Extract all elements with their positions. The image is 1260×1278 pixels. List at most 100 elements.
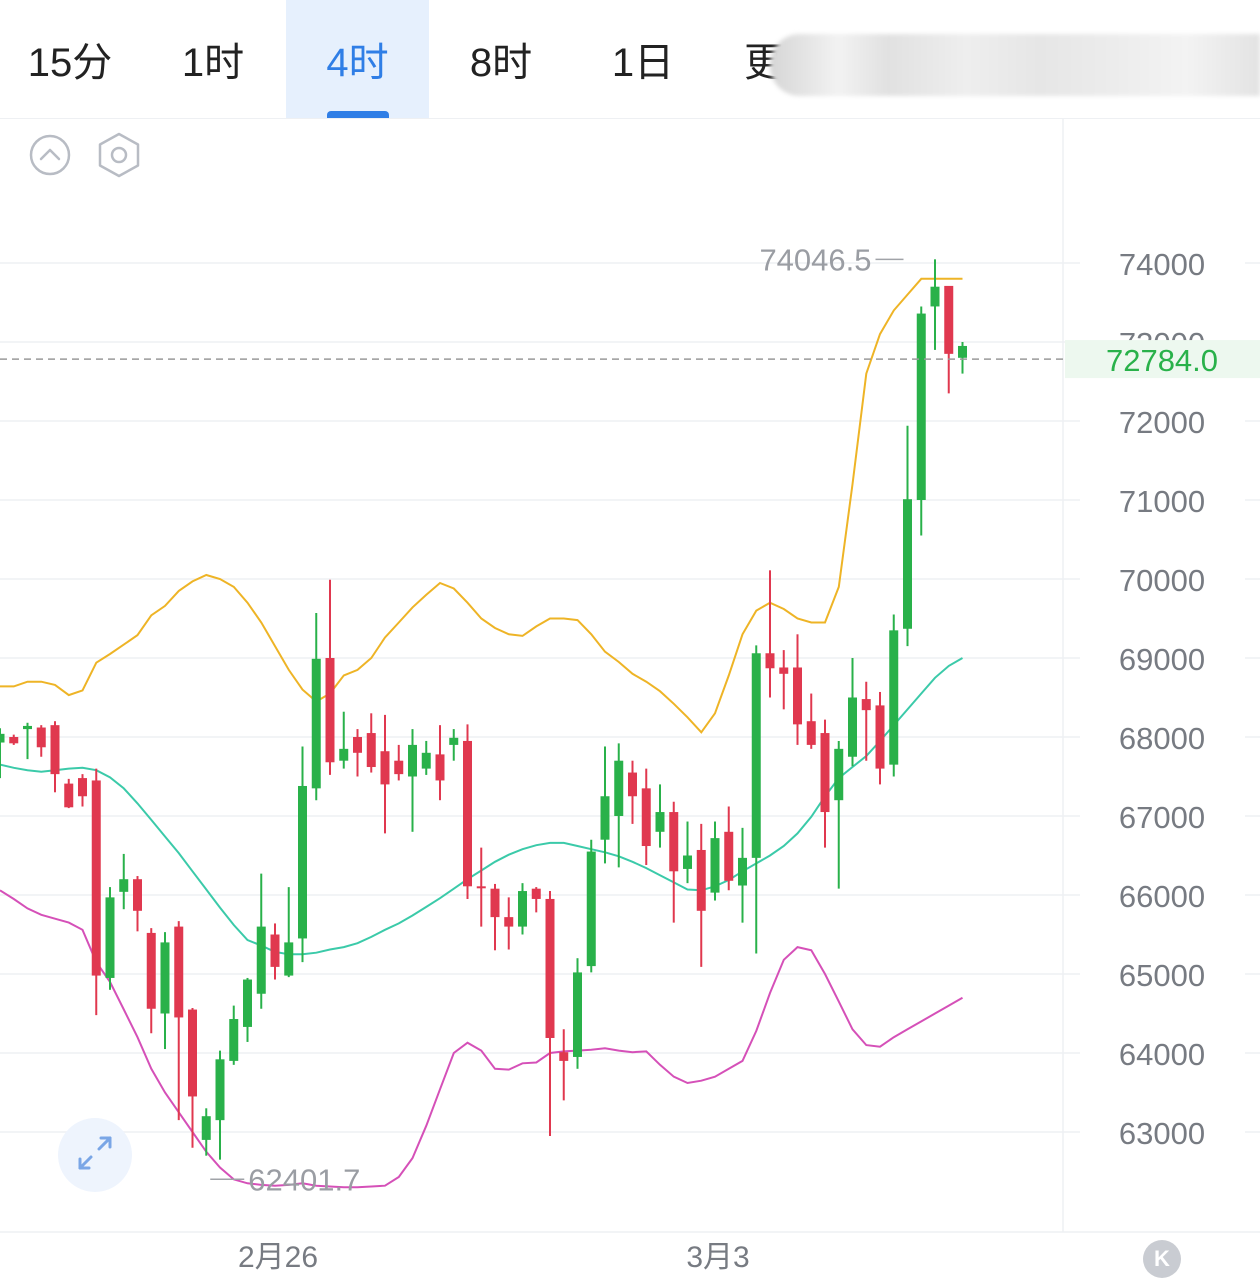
candle [848, 658, 857, 767]
price-tick-label: 64000 [1119, 1037, 1205, 1072]
candle-body [889, 630, 899, 765]
hexagon-gear-icon[interactable] [96, 131, 142, 184]
upper-band-line [0, 277, 963, 734]
candle-body [119, 879, 129, 892]
candle [78, 774, 87, 807]
candle [903, 425, 912, 647]
tab-label: 8时 [469, 41, 533, 85]
candle [174, 921, 184, 1121]
lower-band-line [0, 889, 963, 1189]
candle [545, 891, 555, 1136]
candle [504, 897, 514, 950]
candle [215, 1050, 225, 1160]
candle-body [188, 1009, 197, 1097]
price-tick-label: 65000 [1119, 958, 1205, 993]
candle [353, 729, 362, 777]
kline-chart-area[interactable]: 63000 64000 65000 66000 67000 68000 69000 70000… [0, 118, 1260, 1275]
interval-tab-bar: 15分 1时 4时 8时 1日 更 [0, 0, 1260, 119]
candle-body [23, 725, 32, 730]
tab-1day[interactable]: 1日 [572, 0, 714, 118]
candle [0, 728, 5, 779]
candle [531, 887, 541, 913]
candle-body [270, 934, 280, 967]
candle-body [559, 1052, 569, 1061]
candle-body [765, 653, 775, 669]
candle [875, 691, 885, 785]
candle-body [669, 812, 679, 872]
candlesticks [0, 259, 967, 1160]
candle-body [738, 857, 747, 886]
candle-body [408, 744, 417, 777]
tab-8hour[interactable]: 8时 [430, 0, 572, 118]
candle [243, 977, 252, 1042]
candle [641, 768, 651, 865]
candle-body [201, 1116, 211, 1140]
candle [408, 729, 417, 832]
candle [573, 958, 582, 1069]
candle-body [614, 760, 624, 816]
chevron-up-circle-icon[interactable] [28, 133, 72, 182]
candle [600, 746, 610, 864]
candle [793, 634, 802, 745]
candle-body [380, 751, 390, 785]
candle-body [78, 778, 87, 797]
candle [380, 714, 390, 834]
candle-body [848, 697, 857, 757]
tab-1hour[interactable]: 1时 [142, 0, 284, 118]
grid-lines [0, 118, 1260, 1233]
candle-body [366, 733, 376, 768]
candle-body [229, 1019, 239, 1061]
candle [889, 614, 899, 777]
candle-body [50, 725, 60, 775]
candle [229, 1005, 239, 1065]
candle-body [421, 752, 431, 769]
candle-body [174, 926, 184, 1018]
candle-body [641, 788, 651, 847]
candle-body [724, 831, 734, 881]
candle [930, 259, 940, 350]
tab-label: 1日 [611, 41, 675, 85]
price-tick-label: 70000 [1119, 563, 1205, 598]
candle [834, 740, 844, 889]
candle-body [504, 917, 514, 927]
candle-body [779, 667, 789, 674]
candle-body [160, 942, 170, 1014]
candle [820, 719, 830, 848]
candle-body [490, 888, 500, 918]
candle [696, 823, 706, 967]
candle [738, 827, 747, 923]
candle [188, 1007, 197, 1148]
tab-15min[interactable]: 15分 [0, 0, 140, 118]
candle [23, 722, 32, 760]
tab-4hour[interactable]: 4时 [286, 0, 429, 118]
candle [683, 821, 692, 884]
candle [201, 1108, 211, 1156]
candle [916, 306, 926, 536]
candle-body [683, 855, 692, 869]
candle [298, 746, 307, 963]
candle [311, 612, 321, 801]
candle-body [930, 286, 940, 307]
candle-body [531, 888, 541, 899]
candle-body [311, 658, 321, 789]
candle [958, 342, 967, 374]
candle [325, 579, 335, 775]
candle-body [243, 979, 252, 1027]
tab-label: 1时 [181, 41, 245, 85]
kline-chart[interactable]: 63000 64000 65000 66000 67000 68000 69000 70000… [0, 118, 1260, 1275]
candle-body [958, 345, 967, 358]
candle-body [435, 754, 445, 781]
price-tick-label: 66000 [1119, 879, 1205, 914]
candle [669, 801, 679, 923]
candle [270, 923, 280, 980]
candle-body [105, 897, 115, 978]
candle-body [916, 313, 926, 500]
price-tick-label: 68000 [1119, 721, 1205, 756]
candle-body [256, 926, 266, 994]
time-axis: 2月26 3月3 [238, 1241, 750, 1274]
candle [133, 876, 142, 932]
price-tick-label: 71000 [1119, 484, 1205, 519]
fullscreen-button[interactable] [58, 1118, 132, 1192]
candle [628, 760, 637, 824]
last-price-tag [1065, 340, 1260, 379]
